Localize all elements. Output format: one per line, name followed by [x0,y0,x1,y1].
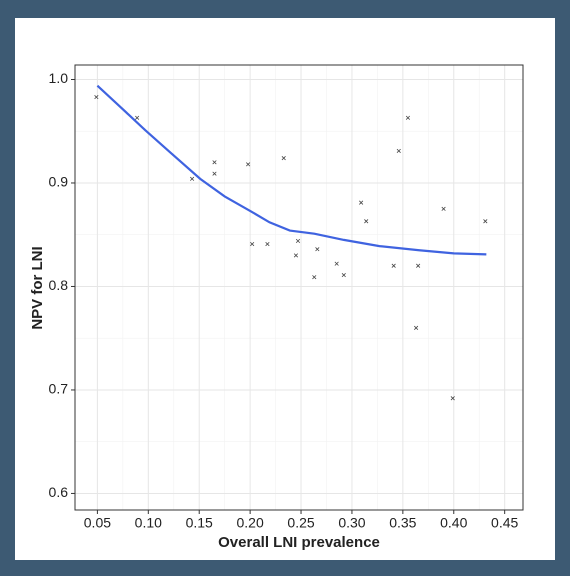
point [281,156,286,161]
point [414,325,419,330]
point [483,219,488,224]
point [315,247,320,252]
panel [15,18,555,560]
point [364,219,369,224]
point [450,396,455,401]
y-tick-label: 1.0 [49,70,69,86]
point [312,275,317,280]
point [135,115,140,120]
y-tick-label: 0.6 [49,484,69,500]
point [416,263,421,268]
point [391,263,396,268]
point [212,171,217,176]
x-tick-label: 0.40 [440,515,467,531]
x-tick-label: 0.30 [338,515,365,531]
x-tick-label: 0.05 [84,515,111,531]
x-tick-label: 0.45 [491,515,518,531]
point [190,176,195,181]
x-tick-label: 0.20 [237,515,264,531]
point [341,272,346,278]
point [265,241,270,247]
y-tick-label: 0.9 [49,174,69,190]
point [212,160,217,165]
x-tick-label: 0.10 [135,515,162,531]
plot-border [74,64,524,511]
y-axis-label: NPV for LNI [29,246,46,329]
point [250,241,255,247]
smooth-line [96,84,487,256]
point [295,238,301,244]
point [334,261,339,266]
point [359,200,364,205]
x-axis-label: Overall LNI prevalence [218,534,380,551]
point [293,253,299,258]
y-tick-label: 0.7 [49,381,69,397]
point [405,115,411,120]
point [94,94,99,100]
point [396,148,401,153]
y-tick-label: 0.8 [49,277,69,293]
x-tick-label: 0.35 [389,515,416,531]
point [441,206,446,211]
point [246,162,251,167]
x-tick-label: 0.25 [287,515,314,531]
x-tick-label: 0.15 [186,515,213,531]
